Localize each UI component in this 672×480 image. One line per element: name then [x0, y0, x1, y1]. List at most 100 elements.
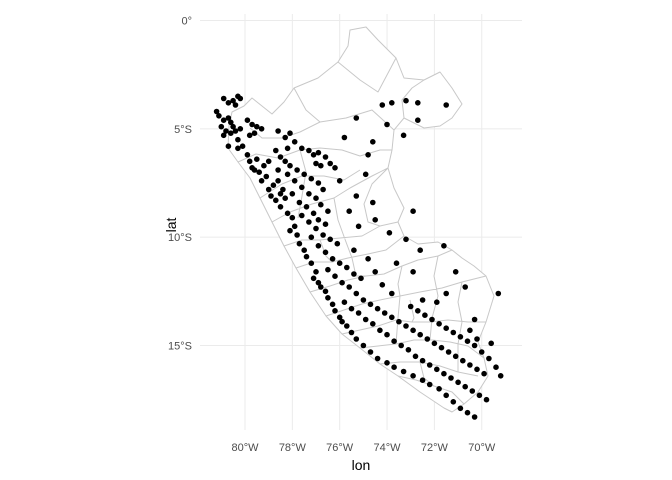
data-point: [389, 290, 395, 297]
data-point: [400, 368, 407, 375]
data-point: [377, 327, 383, 334]
data-point: [303, 204, 310, 210]
data-point: [379, 102, 386, 108]
data-point: [235, 145, 241, 152]
data-point: [327, 236, 334, 243]
y-tick-label: 0°: [181, 16, 192, 28]
data-point: [441, 370, 447, 377]
data-point: [353, 290, 360, 297]
data-point: [448, 375, 454, 381]
data-point: [303, 253, 310, 260]
data-point: [353, 193, 360, 199]
data-point: [273, 147, 279, 154]
data-point: [244, 152, 251, 158]
data-point: [374, 305, 381, 312]
data-point: [282, 158, 289, 165]
data-point: [471, 316, 478, 323]
data-point: [495, 290, 502, 297]
data-point: [310, 210, 317, 217]
data-point: [426, 381, 433, 388]
data-point: [434, 299, 440, 306]
data-point: [462, 284, 469, 290]
data-point: [299, 145, 305, 152]
data-point: [287, 130, 293, 136]
data-point: [273, 197, 279, 204]
data-point: [294, 232, 300, 238]
data-point: [256, 169, 263, 175]
data-point: [419, 377, 426, 384]
data-point: [329, 255, 336, 262]
data-point: [443, 325, 450, 332]
data-point: [391, 364, 397, 371]
data-point: [488, 340, 495, 347]
data-point: [249, 121, 255, 128]
data-point: [268, 193, 274, 199]
data-point: [353, 115, 360, 121]
data-point: [379, 282, 386, 288]
data-point: [291, 223, 298, 230]
data-point: [232, 128, 239, 134]
data-point: [393, 260, 400, 267]
data-point: [235, 136, 241, 143]
data-point: [310, 275, 317, 282]
data-point: [228, 119, 234, 126]
data-point: [464, 409, 471, 416]
data-point: [258, 178, 265, 184]
data-point: [426, 362, 433, 368]
data-point: [445, 349, 452, 355]
data-point: [277, 204, 284, 210]
data-point: [284, 171, 291, 178]
data-point: [220, 95, 227, 102]
data-point: [339, 318, 345, 325]
data-point: [253, 156, 260, 162]
data-point: [443, 290, 450, 297]
data-point: [228, 130, 234, 136]
data-point: [415, 117, 421, 123]
data-point: [360, 297, 367, 303]
data-point: [280, 186, 286, 193]
data-point: [410, 269, 416, 275]
data-point: [412, 353, 419, 360]
data-point: [336, 260, 343, 267]
data-point: [471, 414, 478, 420]
data-point: [282, 134, 289, 141]
data-point: [301, 247, 308, 253]
data-point: [346, 208, 353, 214]
data-point: [315, 217, 322, 223]
data-point: [341, 134, 348, 141]
data-point: [462, 383, 469, 390]
data-point: [464, 338, 471, 345]
data-point: [318, 162, 324, 169]
data-point: [275, 178, 281, 184]
data-point: [230, 97, 236, 104]
data-point: [296, 240, 303, 247]
y-tick-label: 15°S: [168, 341, 192, 353]
data-point: [213, 108, 220, 115]
data-point: [443, 102, 450, 108]
data-point: [353, 336, 360, 342]
data-point: [419, 357, 426, 364]
data-point: [277, 191, 284, 197]
data-point: [315, 243, 322, 249]
data-point: [246, 158, 253, 165]
data-point: [358, 275, 364, 282]
data-point: [389, 314, 395, 321]
data-point: [365, 255, 371, 262]
data-point: [291, 178, 298, 184]
y-tick-label: 10°S: [168, 232, 192, 244]
data-point: [429, 316, 435, 323]
data-point: [325, 266, 331, 273]
x-tick-label: 72°W: [421, 442, 449, 454]
data-point: [434, 366, 440, 373]
data-point: [306, 219, 312, 225]
x-tick-label: 80°W: [231, 442, 259, 454]
data-point: [237, 95, 244, 102]
data-point: [370, 321, 376, 327]
data-point: [424, 336, 431, 342]
y-axis-title: lat: [163, 218, 179, 233]
data-point: [320, 232, 326, 238]
data-point: [396, 318, 402, 325]
data-point: [310, 152, 317, 158]
x-axis-title: lon: [352, 457, 371, 473]
data-point: [270, 182, 277, 188]
